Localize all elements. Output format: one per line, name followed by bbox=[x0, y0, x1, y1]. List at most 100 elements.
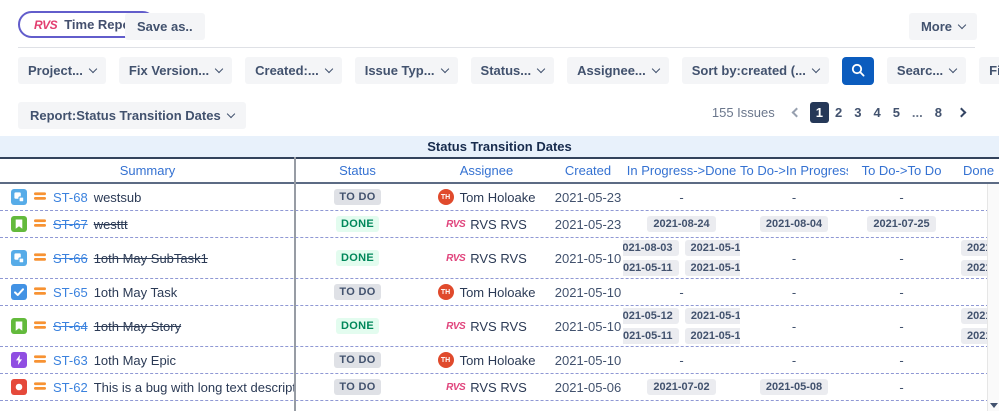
transition-date-group: 2021-07-02 bbox=[647, 379, 716, 395]
column-header-3[interactable]: Created bbox=[564, 163, 612, 178]
column-resize-divider[interactable] bbox=[294, 157, 296, 411]
save-as-label: Save as.. bbox=[137, 19, 193, 34]
no-transition-dash: - bbox=[791, 284, 797, 300]
transition-date-line: 2021-05-12 2021-05-11 bbox=[623, 308, 740, 324]
transition-date-badge: 2021-08-24 bbox=[647, 216, 716, 232]
filter-fields-label: Fields bbox=[989, 63, 999, 78]
save-as-button[interactable]: Save as.. bbox=[125, 13, 205, 40]
column-header-2[interactable]: Assignee bbox=[459, 163, 514, 178]
filter-fields[interactable]: Fields bbox=[979, 57, 999, 84]
filter-created[interactable]: Created:... bbox=[245, 57, 342, 84]
report-selector-button[interactable]: Report:Status Transition Dates bbox=[18, 102, 246, 129]
assignee-name: RVS RVS bbox=[470, 379, 527, 395]
no-transition-dash: - bbox=[899, 352, 904, 368]
issue-key-link[interactable]: ST-68 bbox=[53, 189, 88, 205]
page-2[interactable]: 2 bbox=[834, 105, 843, 120]
issue-key-link[interactable]: ST-67 bbox=[53, 216, 88, 232]
chevron-down-icon bbox=[440, 64, 449, 74]
column-header-7[interactable]: Done bbox=[963, 163, 995, 178]
no-transition-dash: - bbox=[791, 318, 797, 334]
transition-date-group: 2021-05-08 bbox=[759, 379, 829, 395]
created-cell: 2021-05-10 bbox=[553, 353, 623, 368]
in-progress-done-cell: 2021-07-02 bbox=[623, 379, 740, 395]
table-body: ST-68 westsub TO DO TH Tom Holoake 2021-05-23… bbox=[0, 184, 999, 401]
issue-key-link[interactable]: ST-66 bbox=[53, 250, 88, 266]
assignee-name: Tom Holoake bbox=[459, 189, 536, 205]
filter-fix-version[interactable]: Fix Version... bbox=[118, 57, 233, 84]
page-5[interactable]: 5 bbox=[892, 105, 900, 120]
issue-key-link[interactable]: ST-62 bbox=[53, 379, 88, 395]
transition-date-group: 2021-08-24 bbox=[647, 216, 716, 232]
page-3[interactable]: 3 bbox=[854, 105, 862, 120]
column-header-0[interactable]: Summary bbox=[119, 163, 176, 178]
priority-medium-icon bbox=[33, 284, 47, 300]
summary-cell: ST-64 1oth May Story bbox=[0, 318, 295, 334]
search-button[interactable] bbox=[841, 57, 874, 85]
to-do-to-do-cell: - bbox=[848, 251, 955, 266]
rvs-avatar-icon: RVS bbox=[446, 320, 466, 332]
next-page-button[interactable] bbox=[956, 107, 967, 118]
filter-sort-by[interactable]: Sort by:created (... bbox=[681, 57, 829, 84]
in-progress-done-cell: 2021-05-12 2021-05-11 2021-05-11 2021-05-11 bbox=[623, 308, 740, 344]
transition-date-badge: 2021-08-03 bbox=[623, 240, 679, 256]
issue-key-link[interactable]: ST-65 bbox=[53, 284, 88, 300]
no-transition-dash: - bbox=[791, 189, 797, 205]
to-do-in-progress-cell: - bbox=[740, 190, 848, 205]
priority-medium-icon bbox=[33, 379, 47, 395]
scroll-down-arrow-icon[interactable] bbox=[990, 403, 998, 408]
column-header-4[interactable]: In Progress->Done bbox=[626, 163, 737, 178]
chevron-down-icon bbox=[957, 20, 967, 30]
issue-key-link[interactable]: ST-63 bbox=[53, 352, 88, 368]
table-title: Status Transition Dates bbox=[0, 136, 999, 157]
filter-issue-type[interactable]: Issue Typ... bbox=[354, 57, 458, 84]
transition-date-badge: 2021-05-11 bbox=[684, 308, 740, 324]
in-progress-done-cell: - bbox=[623, 190, 740, 205]
to-do-to-do-cell: - bbox=[848, 319, 955, 334]
filter-sort-by-label: Sort by:created (... bbox=[691, 63, 806, 78]
transition-date-badge: 2021-05-11 bbox=[623, 260, 679, 276]
chevron-down-icon bbox=[811, 64, 821, 74]
filter-issue-type-label: Issue Typ... bbox=[364, 63, 435, 78]
vertical-scrollbar[interactable] bbox=[987, 184, 999, 411]
no-transition-dash: - bbox=[899, 379, 904, 395]
chevron-down-icon bbox=[536, 64, 546, 74]
summary-cell: ST-63 1oth May Epic bbox=[0, 352, 295, 368]
top-bar: RVS Time Report Save as.. More bbox=[0, 0, 999, 48]
rvs-avatar-icon: RVS bbox=[446, 381, 466, 393]
page-1[interactable]: 1 bbox=[809, 102, 829, 123]
column-header-6[interactable]: To Do->To Do bbox=[861, 163, 942, 178]
issue-key-link[interactable]: ST-64 bbox=[53, 318, 88, 334]
issue-row-st-62: ST-62 This is a bug with long text descri… bbox=[0, 374, 999, 401]
subtask-icon bbox=[11, 250, 27, 266]
issues-count: 155 Issues bbox=[711, 105, 775, 120]
to-do-in-progress-cell: - bbox=[740, 285, 848, 300]
report-bar: Report:Status Transition Dates 155 Issue… bbox=[0, 92, 999, 132]
filter-assignee[interactable]: Assignee... bbox=[567, 57, 669, 84]
status-cell: DONE bbox=[295, 250, 420, 266]
priority-medium-icon bbox=[33, 250, 47, 266]
chevron-down-icon bbox=[88, 64, 98, 74]
filter-project[interactable]: Project... bbox=[18, 57, 106, 84]
assignee-name: Tom Holoake bbox=[459, 352, 536, 368]
page-4[interactable]: 4 bbox=[873, 105, 881, 120]
chevron-down-icon bbox=[324, 64, 333, 74]
issue-summary-text: This is a bug with long text description bbox=[93, 379, 295, 395]
table-header-row: Summary Status Assignee Created In Progress-… bbox=[0, 157, 999, 184]
rvs-avatar-icon: RVS bbox=[446, 252, 466, 264]
column-header-1[interactable]: Status bbox=[339, 163, 376, 178]
page-8[interactable]: 8 bbox=[934, 105, 942, 120]
filter-search-text[interactable]: Searc... bbox=[886, 57, 967, 84]
divider bbox=[18, 47, 975, 48]
assignee-name: RVS RVS bbox=[470, 216, 527, 232]
status-lozenge: TO DO bbox=[334, 352, 381, 368]
created-date: 2021-05-10 bbox=[554, 250, 622, 266]
created-cell: 2021-05-06 bbox=[553, 380, 623, 395]
issue-summary-text: westtt bbox=[93, 216, 128, 232]
prev-page-button[interactable] bbox=[791, 107, 802, 118]
app-title: Time Report bbox=[64, 17, 140, 32]
more-button[interactable]: More bbox=[908, 13, 977, 40]
column-header-5[interactable]: To Do->In Progress bbox=[740, 163, 848, 178]
transition-date-badge: 2021-08-04 bbox=[759, 216, 829, 232]
filter-status[interactable]: Status... bbox=[470, 57, 555, 84]
